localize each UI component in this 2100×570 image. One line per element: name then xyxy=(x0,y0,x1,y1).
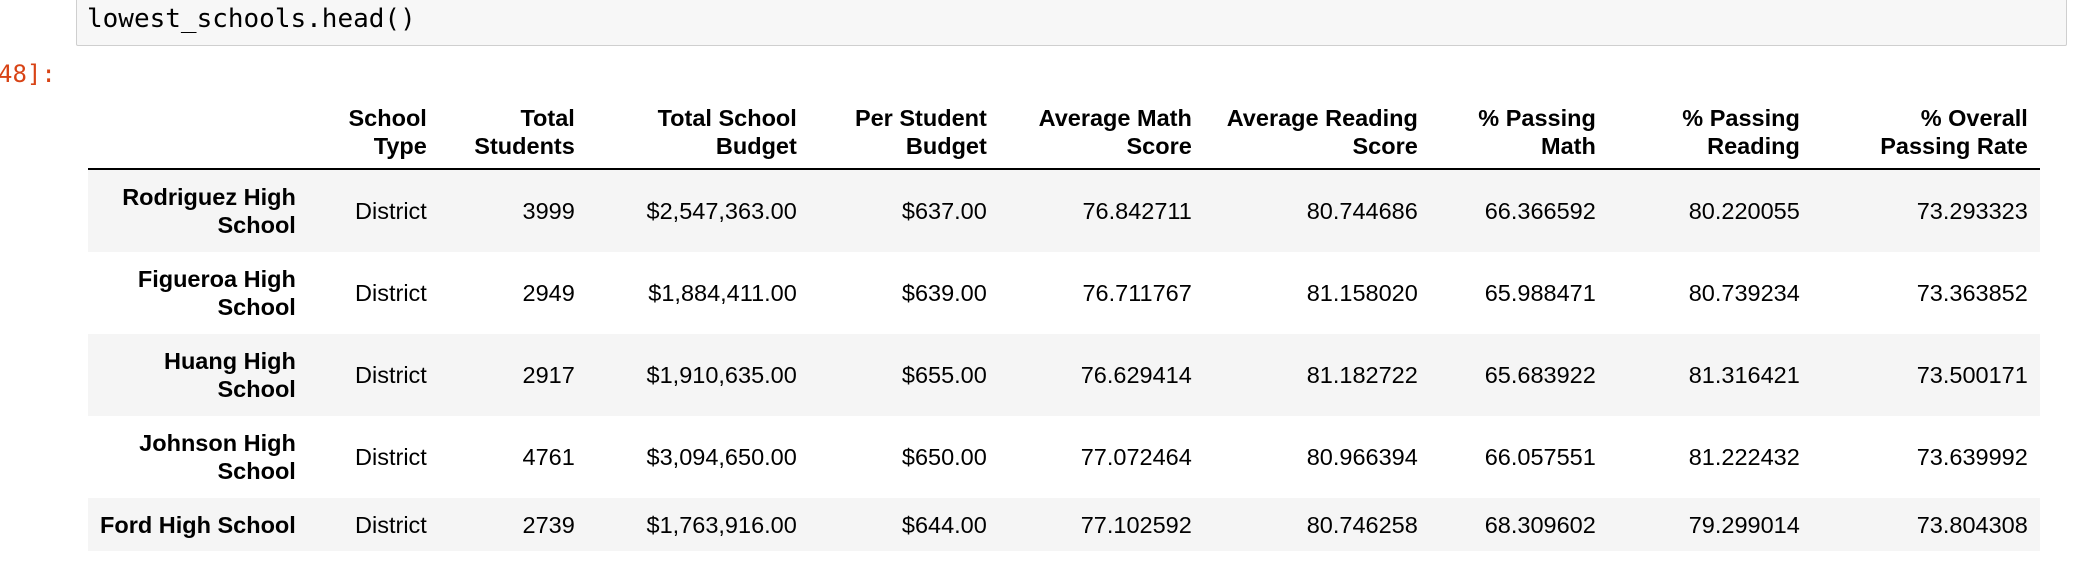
cell-passing-reading: 80.739234 xyxy=(1688,280,1800,306)
header-line: % Passing xyxy=(1478,105,1596,131)
cell-passing-math: 66.366592 xyxy=(1484,198,1596,224)
school-name-line: School xyxy=(217,376,296,402)
school-name-line: School xyxy=(217,458,296,484)
header-line: Total School xyxy=(657,105,797,131)
cell-passing-math: 65.988471 xyxy=(1484,280,1596,306)
column-header-average-math-score: Average Math Score xyxy=(998,94,1204,170)
cell-school-type: District xyxy=(355,198,427,224)
cell-per-student-budget: $644.00 xyxy=(901,511,987,538)
cell-average-math-score: 77.072464 xyxy=(1080,444,1192,470)
header-line: Per Student xyxy=(854,105,987,131)
school-name-line: Rodriguez High xyxy=(122,184,296,210)
cell-average-math-score: 76.629414 xyxy=(1080,362,1192,388)
cell-average-math-score: 76.711767 xyxy=(1082,280,1192,306)
cell-school-type: District xyxy=(355,511,427,538)
header-line: Average Reading xyxy=(1226,105,1418,131)
row-index-school-name: Figueroa High School xyxy=(88,252,308,334)
cell-passing-reading: 80.220055 xyxy=(1688,198,1800,224)
cell-total-students: 2949 xyxy=(522,280,575,306)
table-row: Johnson High School District 4761 $3,094,… xyxy=(88,416,2040,498)
header-line: % Overall xyxy=(1920,105,2028,131)
header-line: % Passing xyxy=(1682,105,1800,131)
column-header-total-school-budget: Total School Budget xyxy=(586,94,809,170)
table-row: Rodriguez High School District 3999 $2,54… xyxy=(88,169,2040,252)
table-row: Ford High School District 2739 $1,763,91… xyxy=(88,498,2040,551)
cell-school-type: District xyxy=(355,362,427,388)
cell-passing-reading: 79.299014 xyxy=(1688,511,1800,538)
header-line: Math xyxy=(1541,133,1596,159)
header-line: School xyxy=(348,105,427,131)
cell-total-students: 4761 xyxy=(522,444,575,470)
header-line: Reading xyxy=(1707,133,1800,159)
cell-per-student-budget: $650.00 xyxy=(901,444,987,470)
row-index-school-name: Huang High School xyxy=(88,334,308,416)
cell-average-reading-score: 80.746258 xyxy=(1306,511,1418,538)
cell-average-math-score: 77.102592 xyxy=(1080,511,1192,538)
header-line: Budget xyxy=(905,133,987,159)
column-header-overall-passing-rate: % Overall Passing Rate xyxy=(1811,94,2040,170)
cell-passing-math: 66.057551 xyxy=(1484,444,1596,470)
table-header-row: School Type Total Students Total School Bud… xyxy=(88,94,2040,170)
cell-per-student-budget: $639.00 xyxy=(901,280,987,306)
header-line: Passing Rate xyxy=(1880,133,2028,159)
index-header xyxy=(88,94,308,170)
header-line: Average Math xyxy=(1038,105,1192,131)
cell-passing-math: 68.309602 xyxy=(1484,511,1596,538)
cell-total-school-budget: $2,547,363.00 xyxy=(646,198,797,224)
cell-overall-passing-rate: 73.500171 xyxy=(1916,362,2028,388)
header-line: Score xyxy=(1126,133,1192,159)
cell-average-math-score: 76.842711 xyxy=(1082,198,1192,224)
cell-total-students: 2739 xyxy=(522,511,575,538)
school-name-line: School xyxy=(217,212,296,238)
code-cell-input[interactable]: lowest_schools.head() xyxy=(76,0,2067,46)
row-index-school-name: Johnson High School xyxy=(88,416,308,498)
cell-average-reading-score: 81.158020 xyxy=(1306,280,1418,306)
cell-average-reading-score: 80.966394 xyxy=(1306,444,1418,470)
school-name-line: Huang High xyxy=(163,348,296,374)
code-line: lowest_schools.head() xyxy=(87,4,416,34)
school-name-line: School xyxy=(217,294,296,320)
cell-total-school-budget: $1,763,916.00 xyxy=(646,511,797,538)
cell-overall-passing-rate: 73.639992 xyxy=(1916,444,2028,470)
cell-school-type: District xyxy=(355,444,427,470)
cell-overall-passing-rate: 73.293323 xyxy=(1916,198,2028,224)
table-row: Huang High School District 2917 $1,910,63… xyxy=(88,334,2040,416)
header-line: Total xyxy=(520,105,575,131)
column-header-school-type: School Type xyxy=(307,94,439,170)
header-line: Budget xyxy=(715,133,797,159)
header-line: Score xyxy=(1352,133,1418,159)
dataframe-table: School Type Total Students Total School Bud… xyxy=(88,94,2040,551)
cell-total-school-budget: $1,910,635.00 xyxy=(646,362,797,388)
cell-passing-reading: 81.316421 xyxy=(1688,362,1800,388)
cell-school-type: District xyxy=(355,280,427,306)
row-index-school-name: Rodriguez High School xyxy=(88,169,308,252)
cell-per-student-budget: $637.00 xyxy=(901,198,987,224)
column-header-passing-math: % Passing Math xyxy=(1429,94,1608,170)
cell-total-school-budget: $3,094,650.00 xyxy=(646,444,797,470)
column-header-total-students: Total Students xyxy=(438,94,587,170)
cell-passing-reading: 81.222432 xyxy=(1688,444,1800,470)
cell-per-student-budget: $655.00 xyxy=(901,362,987,388)
school-name-line: Figueroa High xyxy=(137,266,296,292)
column-header-average-reading-score: Average Reading Score xyxy=(1203,94,1430,170)
row-index-school-name: Ford High School xyxy=(88,498,308,551)
cell-overall-passing-rate: 73.363852 xyxy=(1916,280,2028,306)
header-line: Type xyxy=(373,133,427,159)
output-prompt: 48]: xyxy=(0,60,56,88)
column-header-per-student-budget: Per Student Budget xyxy=(808,94,999,170)
cell-passing-math: 65.683922 xyxy=(1484,362,1596,388)
cell-total-school-budget: $1,884,411.00 xyxy=(648,280,797,306)
cell-average-reading-score: 80.744686 xyxy=(1306,198,1418,224)
column-header-passing-reading: % Passing Reading xyxy=(1607,94,1812,170)
school-name-line: Johnson High xyxy=(139,430,296,456)
school-name-line: Ford High School xyxy=(100,511,296,538)
table-row: Figueroa High School District 2949 $1,884… xyxy=(88,252,2040,334)
cell-overall-passing-rate: 73.804308 xyxy=(1916,511,2028,538)
cell-average-reading-score: 81.182722 xyxy=(1306,362,1418,388)
cell-total-students: 3999 xyxy=(522,198,575,224)
header-line: Students xyxy=(474,133,575,159)
cell-total-students: 2917 xyxy=(522,362,575,388)
